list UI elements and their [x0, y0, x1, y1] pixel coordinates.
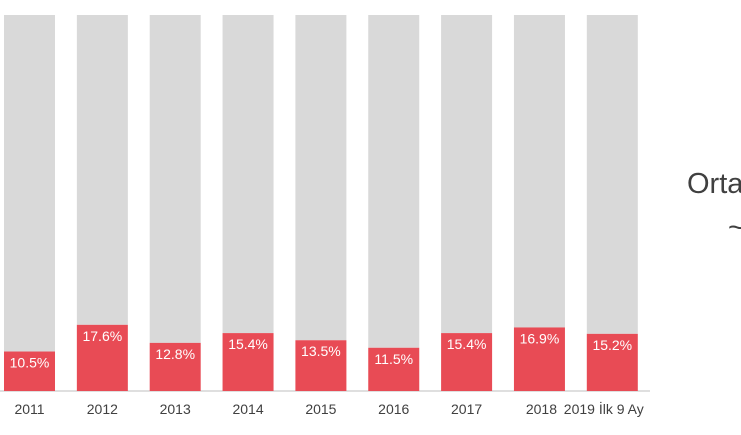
bar-value-3: [222, 333, 274, 391]
bar-remainder-6: [441, 15, 493, 334]
data-label-3: 15.4%: [228, 336, 268, 352]
x-tick-label-4: 2015: [305, 401, 336, 417]
data-label-1: 17.6%: [82, 328, 122, 344]
data-label-4: 13.5%: [301, 343, 341, 359]
bar-remainder-0: [4, 15, 55, 352]
bar-remainder-2: [149, 15, 201, 343]
bar-value-6: [441, 333, 493, 391]
bar-remainder-5: [368, 15, 420, 348]
data-label-2: 12.8%: [155, 346, 195, 362]
x-tick-label-0: 2011: [14, 401, 44, 417]
data-label-6: 15.4%: [447, 336, 487, 352]
bar-remainder-1: [76, 15, 128, 325]
data-label-5: 11.5%: [374, 351, 413, 367]
x-tick-label-8: 2019 İlk 9 Ay: [564, 400, 644, 417]
side-text-line1: Orta: [687, 168, 741, 200]
bar-remainder-8: [586, 15, 638, 334]
x-tick-label-5: 2016: [378, 401, 409, 417]
bar-value-4: [295, 340, 347, 391]
bar-value-0: [4, 351, 55, 391]
data-label-0: 10.5%: [10, 355, 50, 371]
bar-remainder-3: [222, 15, 274, 334]
bar-value-2: [149, 342, 201, 391]
bar-value-7: [513, 327, 565, 391]
data-label-7: 16.9%: [520, 330, 560, 346]
bar-value-1: [76, 324, 128, 391]
data-label-8: 15.2%: [592, 337, 632, 353]
bar-value-8: [586, 333, 638, 391]
x-tick-label-1: 2012: [87, 401, 118, 417]
bar-value-5: [368, 347, 420, 391]
bar-remainder-7: [513, 15, 565, 328]
x-tick-label-7: 2018: [526, 401, 557, 417]
side-text-line2: ~: [728, 212, 741, 244]
x-tick-label-2: 2013: [160, 401, 191, 417]
bar-remainder-4: [295, 15, 347, 341]
x-tick-label-3: 2014: [232, 401, 263, 417]
x-tick-label-6: 2017: [451, 401, 482, 417]
